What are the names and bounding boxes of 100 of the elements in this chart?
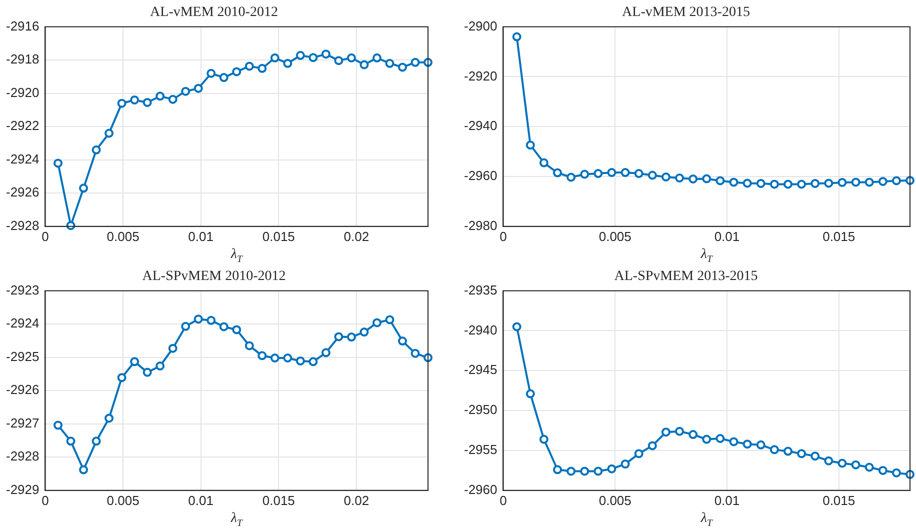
point: [232, 325, 242, 334]
point: [117, 98, 126, 108]
point: [54, 420, 63, 430]
y-tick-label: -2926: [6, 382, 40, 398]
point: [607, 168, 616, 178]
point: [79, 465, 88, 474]
point: [526, 389, 535, 398]
point: [810, 178, 820, 188]
y-tick-label: -2923: [6, 282, 40, 298]
point: [851, 460, 860, 470]
point: [607, 464, 616, 474]
point: [244, 62, 254, 71]
point: [296, 50, 305, 60]
x-tick-label: 0.015: [822, 228, 856, 244]
point: [892, 176, 901, 186]
chart-title: AL-SPvMEM 2010-2012: [142, 269, 286, 284]
point: [634, 169, 644, 178]
point: [512, 32, 522, 42]
x-tick-label: 0.005: [598, 492, 632, 508]
y-tick-label: -2980: [464, 218, 498, 233]
point: [864, 178, 874, 187]
point: [410, 348, 420, 358]
point: [716, 434, 725, 444]
point: [838, 458, 847, 468]
point: [648, 170, 657, 180]
x-tick-label: 0.015: [822, 492, 856, 508]
y-tick-label: -2940: [464, 322, 498, 338]
point: [372, 318, 382, 328]
point: [66, 436, 76, 446]
y-tick-label: -2960: [464, 168, 498, 184]
point: [79, 184, 88, 193]
point: [566, 466, 576, 476]
point: [360, 60, 369, 70]
point: [244, 341, 254, 350]
point: [410, 58, 420, 67]
point: [258, 64, 267, 73]
x-tick-label: 0.02: [344, 492, 370, 508]
point: [906, 176, 914, 185]
point: [702, 174, 712, 184]
point: [661, 428, 670, 437]
chart-title: AL-vMEM 2013-2015: [622, 5, 750, 20]
point: [716, 176, 725, 186]
y-tick-label: -2955: [464, 442, 498, 458]
point: [566, 172, 576, 182]
x-tick-label: 0: [500, 492, 507, 508]
point: [594, 169, 603, 178]
x-tick-label: 0.015: [262, 228, 295, 244]
point: [675, 173, 684, 182]
point: [742, 440, 752, 449]
point: [512, 322, 522, 332]
point: [729, 437, 738, 446]
point: [308, 53, 318, 62]
point: [258, 351, 267, 360]
x-tick-label: 0.01: [714, 492, 740, 508]
point: [117, 373, 126, 382]
point: [206, 316, 216, 325]
point: [864, 462, 874, 472]
point: [194, 84, 203, 93]
x-tick-label: 0.01: [188, 492, 214, 508]
point: [783, 180, 792, 189]
y-tick-label: -2928: [6, 218, 40, 233]
point: [526, 140, 535, 150]
point: [232, 67, 242, 76]
x-tick-label: 0.005: [598, 228, 632, 244]
y-tick-label: -2935: [464, 282, 498, 298]
point: [346, 332, 356, 342]
y-tick-label: -2960: [464, 482, 498, 497]
y-tick-label: -2940: [464, 118, 498, 134]
point: [142, 368, 152, 377]
point: [168, 94, 178, 104]
point: [580, 466, 590, 476]
point: [321, 348, 330, 358]
y-tick-label: -2926: [6, 184, 40, 200]
y-tick-label: -2924: [6, 151, 40, 166]
chart-title: AL-SPvMEM 2013-2015: [614, 269, 758, 284]
y-tick-label: -2927: [6, 415, 40, 430]
point: [398, 62, 407, 72]
x-tick-label: 0.005: [106, 228, 140, 244]
point: [130, 357, 140, 366]
point: [385, 58, 394, 68]
point: [308, 357, 318, 366]
x-tick-label: 0: [500, 228, 507, 244]
x-tick-label: 0: [42, 492, 49, 508]
point: [270, 354, 280, 362]
y-tick-label: -2918: [6, 52, 40, 67]
point: [181, 86, 190, 96]
point: [783, 446, 792, 456]
point: [334, 332, 344, 342]
point: [634, 449, 644, 458]
y-tick-label: -2925: [6, 348, 40, 364]
point: [810, 452, 820, 461]
point: [206, 68, 216, 78]
point: [878, 466, 888, 475]
point: [283, 58, 292, 68]
point: [580, 170, 590, 179]
y-tick-label: -2945: [464, 362, 498, 378]
point: [661, 172, 670, 182]
point: [156, 92, 165, 101]
point: [283, 354, 292, 362]
point: [851, 178, 860, 187]
